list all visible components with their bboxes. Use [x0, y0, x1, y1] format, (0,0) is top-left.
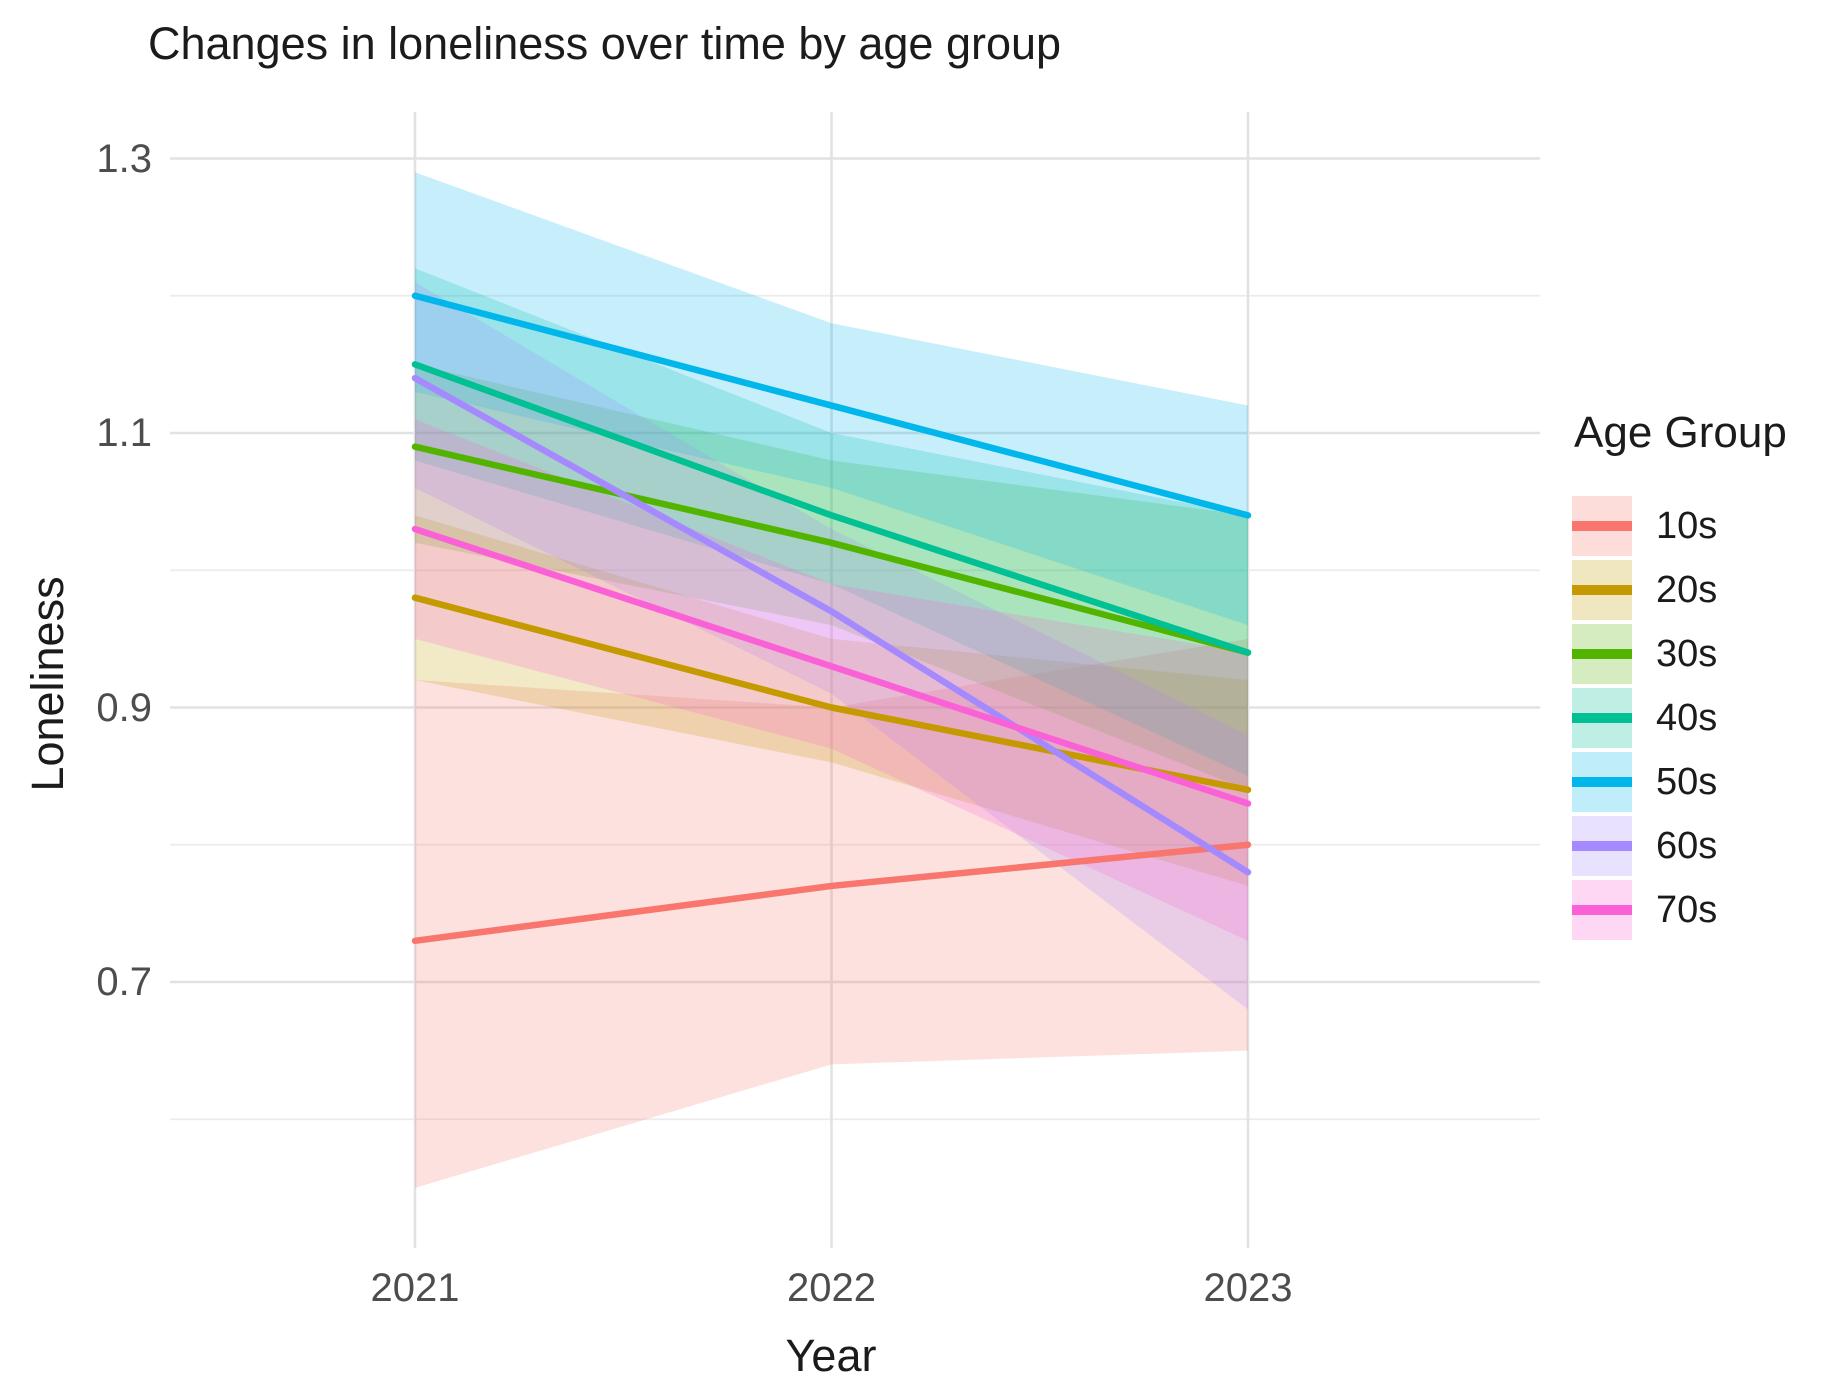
legend-label-50s: 50s: [1656, 760, 1718, 803]
legend-keyline-70s: [1572, 905, 1632, 915]
ci-ribbon-40s: [415, 268, 1248, 777]
trend-line-20s: [411, 594, 1252, 794]
y-tick-label: 0.7: [96, 960, 152, 1004]
trend-line-50s: [411, 292, 1252, 519]
trend-line-40s: [411, 361, 1252, 656]
ci-ribbon-50s: [415, 172, 1248, 626]
trend-line-30s: [411, 443, 1252, 656]
legend-item-30s: 30s: [1572, 624, 1787, 684]
ci-ribbon-20s: [415, 515, 1248, 886]
legend-keyline-40s: [1572, 713, 1632, 723]
ci-ribbon-30s: [415, 364, 1248, 790]
trend-line-70s: [411, 525, 1252, 807]
legend-item-20s: 20s: [1572, 560, 1787, 620]
legend-label-70s: 70s: [1656, 888, 1718, 931]
legend-title: Age Group: [1574, 408, 1787, 457]
legend-items: 10s 20s 30s 40s 50s 60s 70s: [1572, 496, 1787, 940]
legend-swatch-60s: [1572, 816, 1632, 876]
x-tick-label: 2021: [370, 1266, 460, 1310]
ci-ribbon-60s: [415, 282, 1248, 1010]
legend: Age Group 10s 20s 30s 40s 50s 60s 70s: [1572, 408, 1787, 944]
legend-item-50s: 50s: [1572, 752, 1787, 812]
y-tick-label: 1.1: [96, 411, 152, 455]
legend-swatch-20s: [1572, 560, 1632, 620]
legend-keyline-10s: [1572, 521, 1632, 531]
trend-line-10s: [411, 841, 1252, 945]
legend-item-60s: 60s: [1572, 816, 1787, 876]
x-tick-label: 2023: [1203, 1266, 1293, 1310]
legend-swatch-40s: [1572, 688, 1632, 748]
legend-swatch-30s: [1572, 624, 1632, 684]
legend-keyline-30s: [1572, 649, 1632, 659]
legend-swatch-70s: [1572, 880, 1632, 940]
trend-line-60s: [411, 374, 1252, 876]
ci-ribbon-10s: [415, 638, 1248, 1188]
y-axis-title: Loneliness: [22, 576, 73, 792]
ci-ribbon-70s: [415, 419, 1248, 941]
legend-item-70s: 70s: [1572, 880, 1787, 940]
y-tick-label: 1.3: [96, 136, 152, 181]
chart-title: Changes in loneliness over time by age g…: [148, 18, 1062, 69]
legend-swatch-50s: [1572, 752, 1632, 812]
legend-item-10s: 10s: [1572, 496, 1787, 556]
legend-keyline-20s: [1572, 585, 1632, 595]
legend-keyline-50s: [1572, 777, 1632, 787]
y-tick-label: 0.9: [96, 685, 152, 730]
x-tick-label: 2022: [787, 1266, 876, 1310]
x-axis-title: Year: [785, 1330, 877, 1381]
legend-label-60s: 60s: [1656, 824, 1718, 867]
legend-label-40s: 40s: [1656, 696, 1718, 739]
legend-swatch-10s: [1572, 496, 1632, 556]
legend-keyline-60s: [1572, 841, 1632, 851]
legend-label-30s: 30s: [1656, 632, 1718, 675]
legend-label-20s: 20s: [1656, 568, 1718, 611]
legend-item-40s: 40s: [1572, 688, 1787, 748]
legend-label-10s: 10s: [1656, 504, 1718, 547]
